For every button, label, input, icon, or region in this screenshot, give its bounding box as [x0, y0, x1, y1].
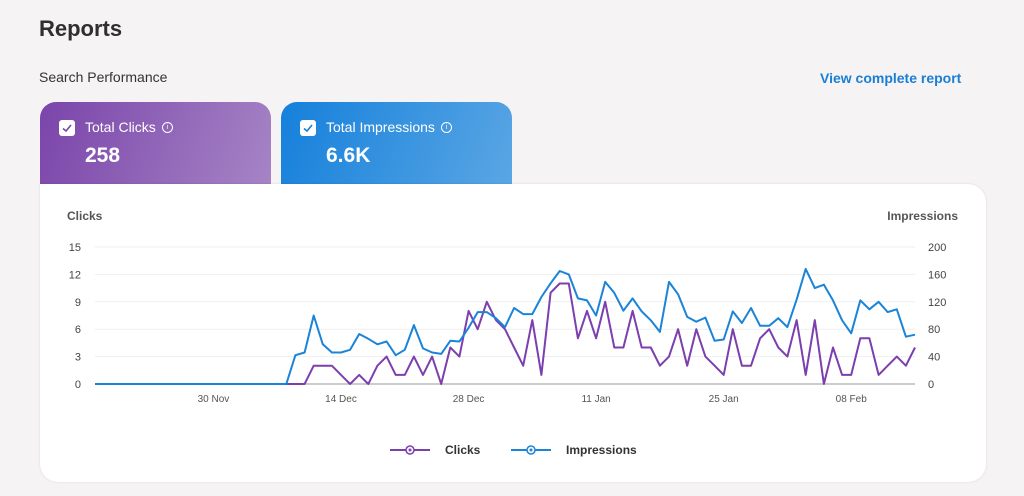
right-axis-title: Impressions: [887, 209, 958, 223]
legend-label: Clicks: [445, 443, 481, 457]
total-clicks-card[interactable]: Total Clicks i 258: [40, 102, 271, 184]
x-tick-label: 11 Jan: [581, 394, 610, 405]
page-title: Reports: [39, 16, 123, 41]
total-clicks-checkbox[interactable]: [59, 120, 75, 136]
total-clicks-label: Total Clicks: [85, 119, 156, 135]
x-tick-label: 08 Feb: [836, 394, 868, 405]
right-tick-label: 80: [928, 324, 940, 336]
total-impressions-value: 6.6K: [326, 144, 371, 167]
left-axis-title: Clicks: [67, 209, 103, 223]
left-tick-label: 15: [69, 242, 81, 254]
left-tick-label: 3: [75, 352, 81, 364]
checkmark-icon: [62, 124, 72, 133]
total-clicks-value: 258: [85, 144, 121, 167]
series-line-impressions: [95, 267, 916, 385]
chart-panel: [40, 184, 986, 482]
total-impressions-label: Total Impressions: [326, 119, 435, 135]
left-tick-label: 0: [75, 379, 81, 391]
x-tick-label: 25 Jan: [709, 394, 739, 405]
left-tick-label: 9: [75, 297, 81, 309]
info-icon[interactable]: i: [440, 122, 452, 133]
right-tick-label: 120: [928, 297, 946, 309]
left-tick-label: 12: [69, 269, 81, 281]
x-tick-label: 30 Nov: [198, 394, 230, 405]
left-tick-label: 6: [75, 324, 81, 336]
view-complete-report-link[interactable]: View complete report: [820, 70, 962, 86]
right-tick-label: 200: [928, 242, 946, 254]
total-impressions-card[interactable]: Total Impressions i 6.6K: [281, 102, 512, 184]
total-impressions-checkbox[interactable]: [300, 120, 316, 136]
right-tick-label: 40: [928, 352, 940, 364]
right-tick-label: 160: [928, 269, 946, 281]
x-tick-label: 28 Dec: [453, 394, 485, 405]
section-title: Search Performance: [39, 69, 168, 85]
series-line-clicks: [95, 282, 916, 385]
legend-label: Impressions: [566, 443, 637, 457]
legend-marker-dot-icon: [408, 448, 412, 452]
legend-marker-dot-icon: [529, 448, 533, 452]
right-tick-label: 0: [928, 379, 934, 391]
info-icon[interactable]: i: [161, 122, 173, 133]
checkmark-icon: [303, 124, 313, 133]
x-tick-label: 14 Dec: [325, 394, 357, 405]
